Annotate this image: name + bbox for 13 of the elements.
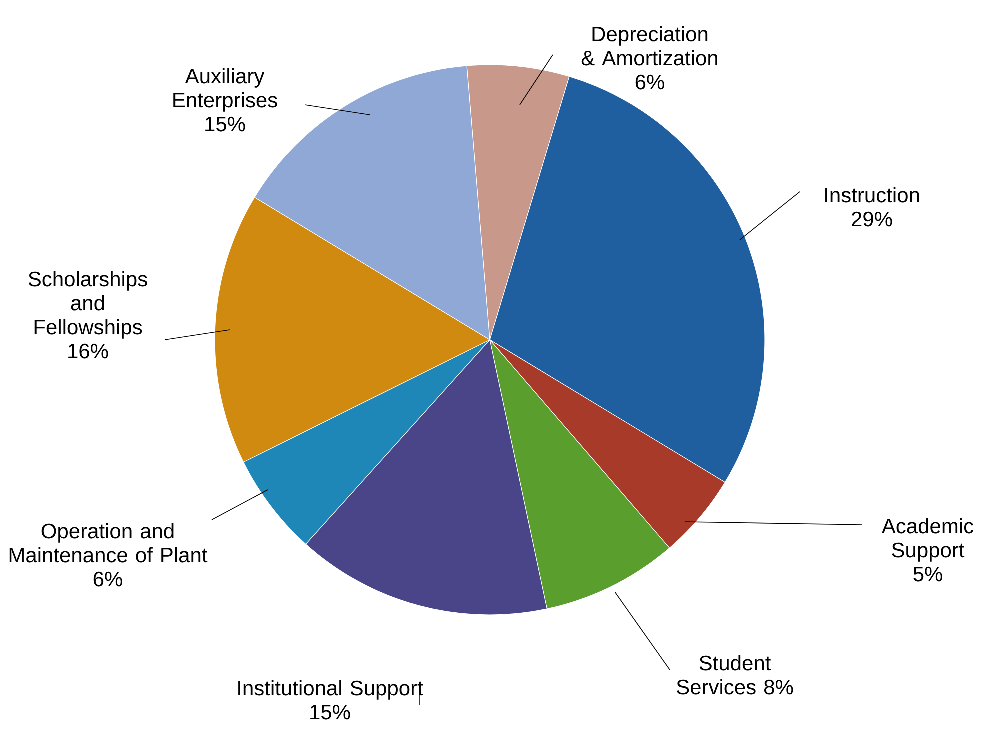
slice-label: Operation and Maintenance of Plant	[10, 523, 208, 563]
data-label: 5%	[914, 566, 942, 582]
slice-label: Scholarships and Fellowships	[28, 271, 148, 339]
slice-label: Depreciation & Amortization	[582, 26, 718, 66]
data-label: 15%	[310, 704, 350, 720]
data-label: 15%	[206, 116, 246, 132]
data-label: 29%	[852, 212, 892, 227]
slice-label: Academic Support	[882, 518, 974, 562]
data-label: 6%	[636, 74, 664, 90]
slice-label: Instruction	[826, 187, 920, 203]
slice-label: Auxiliary Enterprises	[174, 68, 278, 112]
data-label: 6%	[94, 572, 122, 587]
data-label: 16%	[68, 344, 108, 359]
